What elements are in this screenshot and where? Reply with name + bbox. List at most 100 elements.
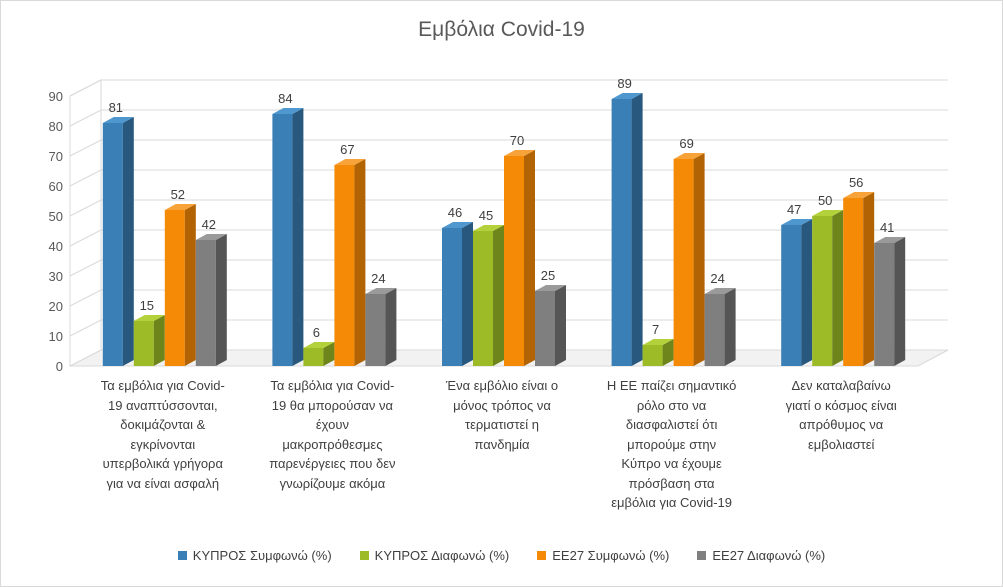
- category-label-line: διασφαλιστεί ότι: [625, 417, 718, 432]
- bar: [195, 234, 227, 366]
- data-label: 46: [448, 205, 462, 220]
- y-tick-label: 80: [49, 119, 63, 134]
- category-label-line: υπερβολικά γρήγορα: [102, 456, 223, 471]
- y-tick-label: 60: [49, 179, 63, 194]
- category-label-line: 19 θα μπορούσαν να: [271, 397, 394, 413]
- bar-top: [874, 237, 906, 243]
- bar-side: [555, 285, 566, 366]
- gridline: [69, 319, 948, 337]
- legend-item: ΕΕ27 Συμφωνώ (%): [537, 548, 669, 563]
- bar-side: [323, 342, 335, 366]
- legend-swatch: [697, 551, 707, 560]
- bar-front: [334, 165, 355, 366]
- bar-front: [303, 348, 324, 366]
- bar-top: [642, 339, 674, 345]
- bar-side: [631, 93, 643, 366]
- data-label: 47: [787, 202, 801, 217]
- category-label-line: πρόσβαση στα: [628, 475, 715, 491]
- y-tick-label: 50: [49, 209, 63, 224]
- bar: [504, 150, 535, 366]
- category-label: Η ΕΕ παίζει σημαντικό ρόλο στο να διασφαλι…: [592, 376, 752, 513]
- bar-front: [535, 291, 555, 366]
- data-label: 25: [541, 268, 555, 283]
- bar-side: [724, 288, 736, 366]
- bar: [164, 204, 196, 366]
- bar-front: [673, 159, 694, 366]
- bar-front: [874, 243, 895, 366]
- legend-label: ΚΥΠΡΟΣ Διαφωνώ (%): [374, 548, 510, 563]
- bar-side: [863, 192, 875, 366]
- bar: [704, 288, 736, 366]
- bar-top: [365, 288, 397, 294]
- data-label: 7: [652, 322, 659, 337]
- y-tick-label: 0: [56, 359, 63, 374]
- legend-item: ΚΥΠΡΟΣ Συμφωνώ (%): [177, 548, 332, 563]
- bar-front: [195, 240, 216, 366]
- gridline: [69, 229, 948, 247]
- bar: [133, 315, 165, 366]
- bar: [535, 285, 566, 366]
- legend-label: ΚΥΠΡΟΣ Συμφωνώ (%): [192, 548, 332, 563]
- data-label: 81: [109, 100, 123, 115]
- bar: [442, 222, 473, 366]
- bar: [874, 237, 906, 366]
- data-label: 42: [202, 217, 216, 232]
- bar-side: [184, 204, 196, 366]
- chart-legend: ΚΥΠΡΟΣ Συμφωνώ (%) ΚΥΠΡΟΣ Διαφωνώ (%) ΕΕ27…: [0, 548, 1003, 563]
- category-label: Δεν καταλαβαίνω γιατί ο κόσμος είναι απρόθ…: [761, 376, 921, 454]
- bar-front: [704, 294, 725, 366]
- category-label: Τα εμβόλια για Covid- 19 αναπτύσσονται, δο…: [83, 376, 243, 493]
- bar: [334, 159, 366, 366]
- data-label: 50: [818, 193, 832, 208]
- bar-top: [504, 150, 535, 156]
- bar-front: [843, 198, 864, 366]
- bar: [843, 192, 875, 366]
- data-label: 56: [849, 175, 863, 190]
- bar: [611, 93, 643, 366]
- bar-top: [781, 219, 813, 225]
- bar-top: [535, 285, 566, 291]
- category-label-line: Κύπρο να έχουμε: [621, 456, 722, 471]
- bar-front: [442, 228, 462, 366]
- category-label-line: τερματιστεί η: [464, 417, 540, 432]
- bar-front: [812, 216, 833, 366]
- data-label: 15: [140, 298, 154, 313]
- bar-front: [365, 294, 386, 366]
- category-label-line: μπορούμε στην: [627, 436, 717, 452]
- category-label-line: παρενέργειες που δεν: [269, 456, 396, 471]
- category-label-line: γνωρίζουμε ακόμα: [279, 475, 386, 491]
- category-label-line: πανδημία: [474, 436, 530, 452]
- bar-top: [303, 342, 335, 348]
- y-tick-label: 90: [49, 89, 63, 104]
- bar-side: [292, 108, 304, 366]
- legend-item: ΚΥΠΡΟΣ Διαφωνώ (%): [359, 548, 510, 563]
- bar-side: [354, 159, 366, 366]
- bar-side: [462, 222, 473, 366]
- data-label: 84: [278, 91, 292, 106]
- y-tick-label: 30: [49, 269, 63, 284]
- bar-top: [704, 288, 736, 294]
- category-label-line: 19 αναπτύσσονται,: [108, 397, 218, 413]
- bar: [812, 210, 844, 366]
- data-label: 6: [313, 325, 320, 340]
- bar-front: [781, 225, 802, 366]
- legend-swatch: [359, 551, 369, 560]
- bar: [303, 342, 335, 366]
- bar-front: [102, 123, 123, 366]
- bar-top: [272, 108, 304, 114]
- bar-side: [693, 153, 705, 366]
- y-tick-label: 20: [49, 299, 63, 314]
- bar: [272, 108, 304, 366]
- gridline: [69, 259, 948, 277]
- category-label: Τα εμβόλια για Covid- 19 θα μπορούσαν να έ…: [252, 376, 412, 493]
- legend-item: ΕΕ27 Διαφωνώ (%): [697, 548, 825, 563]
- bar-side: [662, 339, 674, 366]
- bar-top: [812, 210, 844, 216]
- data-label: 24: [371, 271, 385, 286]
- bar-side: [524, 150, 535, 366]
- chart-side-wall: [69, 79, 102, 367]
- bar-top: [195, 234, 227, 240]
- bar-front: [272, 114, 293, 366]
- category-label-line: εμβολιαστεί: [807, 436, 875, 452]
- bar-top: [673, 153, 705, 159]
